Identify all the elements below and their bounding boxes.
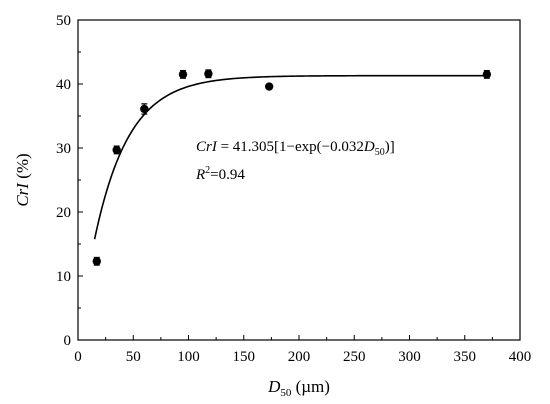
data-point xyxy=(92,257,101,266)
x-tick-label: 50 xyxy=(126,349,141,365)
axis-ticks: 0 50 100 150 200 250 300 350 400 0 10 20 30 40 50 xyxy=(56,13,531,365)
plot-frame xyxy=(77,19,521,341)
y-tick-label: 10 xyxy=(56,269,71,285)
data-point xyxy=(178,70,188,79)
data-point xyxy=(264,82,274,91)
x-tick-label: 200 xyxy=(288,349,311,365)
y-tick-label: 30 xyxy=(56,141,71,157)
y-tick-label: 0 xyxy=(64,333,72,349)
x-axis-title: D50 (µm) xyxy=(267,377,330,399)
y-tick-label: 40 xyxy=(56,77,71,93)
data-points-layer xyxy=(92,69,492,266)
x-tick-label: 0 xyxy=(74,349,82,365)
data-point xyxy=(204,69,213,78)
x-tick-label: 350 xyxy=(454,349,477,365)
data-point xyxy=(140,104,149,114)
x-tick-label: 250 xyxy=(343,349,366,365)
y-axis-title: CrI (%) xyxy=(13,153,32,206)
fit-equation: CrI = 41.305[1−exp(−0.032D50)] xyxy=(196,139,395,158)
x-tick-label: 300 xyxy=(398,349,421,365)
r-squared-label: R2=0.94 xyxy=(195,165,245,183)
y-tick-label: 50 xyxy=(56,13,71,29)
data-point xyxy=(112,145,121,155)
fit-curve-layer xyxy=(93,74,487,240)
fit-curve xyxy=(93,74,487,240)
x-tick-label: 100 xyxy=(177,349,200,365)
x-tick-label: 150 xyxy=(233,349,256,365)
y-tick-label: 20 xyxy=(56,205,71,221)
x-tick-label: 400 xyxy=(509,349,532,365)
data-point xyxy=(482,70,492,79)
